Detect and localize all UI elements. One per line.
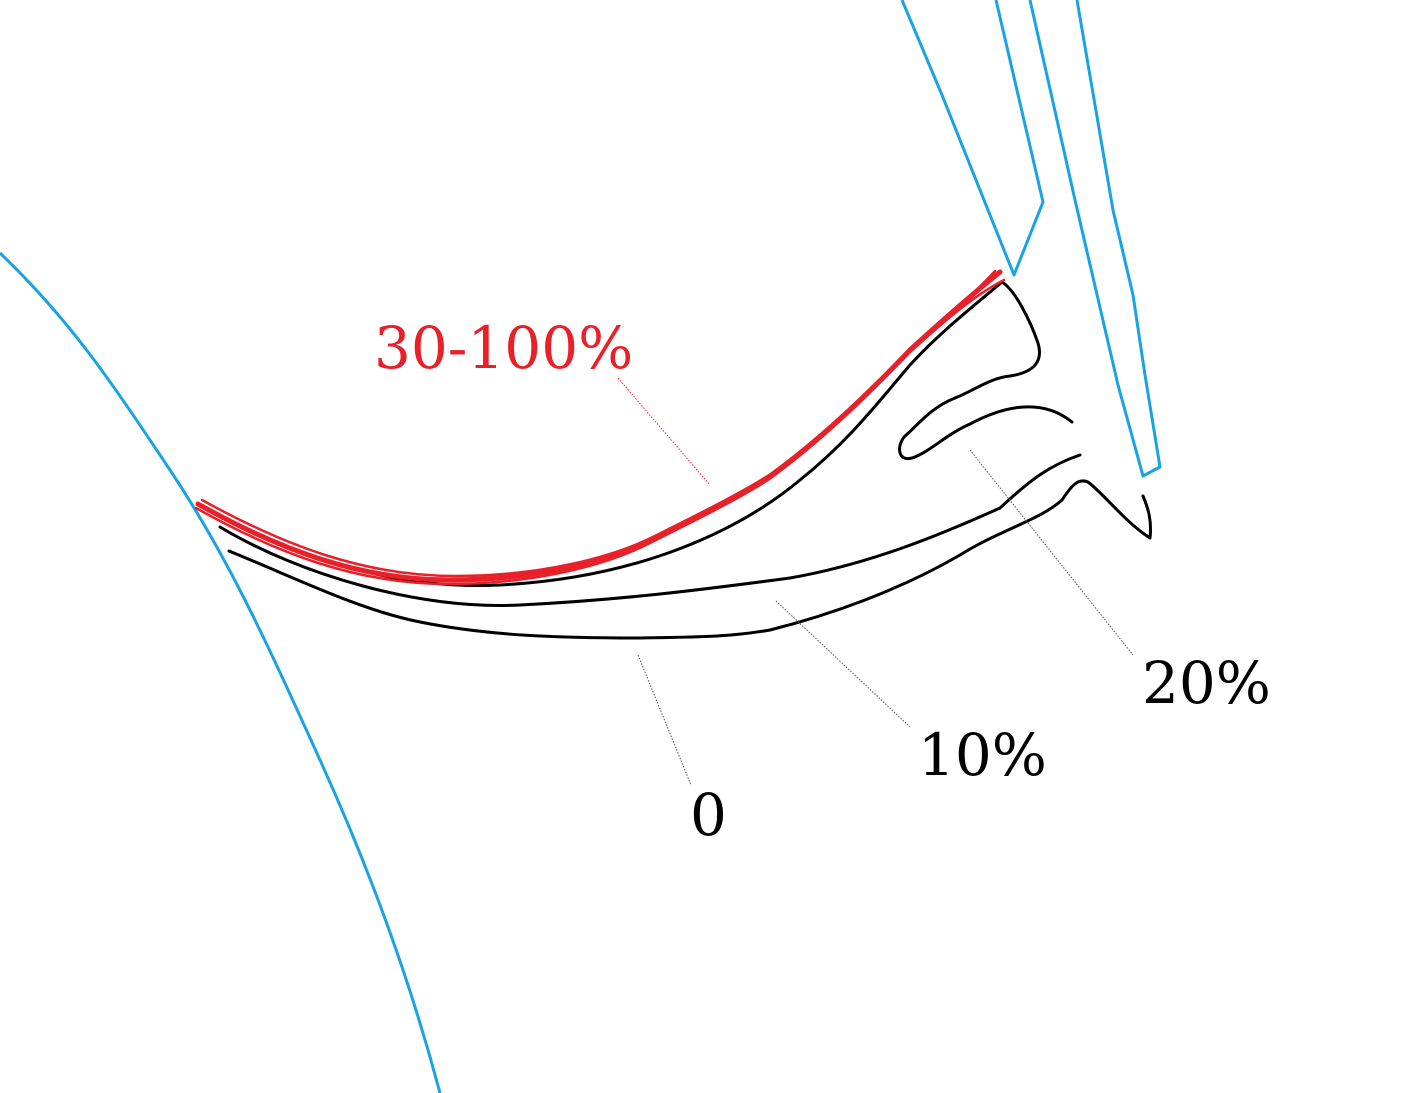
left-contour-outline bbox=[0, 251, 442, 1093]
label-20: 20% bbox=[1142, 649, 1271, 717]
right-strip-outline bbox=[1028, 0, 1162, 478]
label-10: 10% bbox=[918, 721, 1047, 789]
curve-upper-main bbox=[206, 280, 1041, 588]
blue-outlines bbox=[0, 0, 1162, 1093]
red-curve-secondary-b bbox=[194, 278, 1006, 586]
curve-inner-loop bbox=[898, 396, 1074, 461]
curve-middle bbox=[218, 453, 1082, 607]
label-zero: 0 bbox=[690, 781, 727, 849]
black-curves bbox=[206, 280, 1152, 640]
red-curve-bundle bbox=[194, 269, 1006, 586]
leader-20 bbox=[969, 449, 1134, 656]
leader-30-100 bbox=[617, 377, 711, 486]
leader-lines bbox=[617, 377, 1134, 786]
leader-10 bbox=[775, 600, 911, 728]
leader-zero bbox=[637, 654, 692, 786]
upper-wedge-outline bbox=[900, 0, 1045, 277]
label-30-100: 30-100% bbox=[374, 314, 633, 382]
curve-lower-zero bbox=[227, 479, 1152, 640]
